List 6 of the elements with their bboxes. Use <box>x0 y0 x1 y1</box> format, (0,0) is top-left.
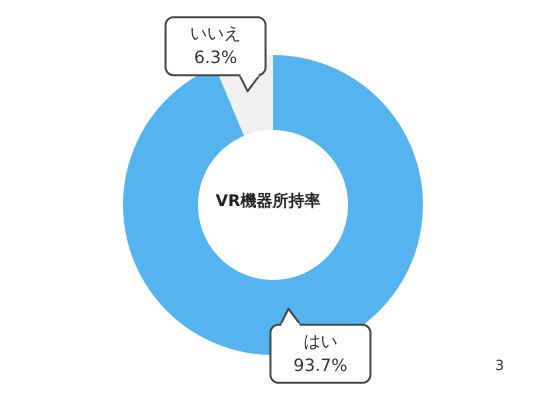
text: 3 <box>495 358 504 374</box>
data-label: 93.7% <box>293 356 348 376</box>
slice-label: いいえ <box>190 24 242 44</box>
text: VR機器所持率 <box>216 191 320 210</box>
slice-label: はい <box>303 332 338 352</box>
data-label: 6.3% <box>194 48 238 68</box>
